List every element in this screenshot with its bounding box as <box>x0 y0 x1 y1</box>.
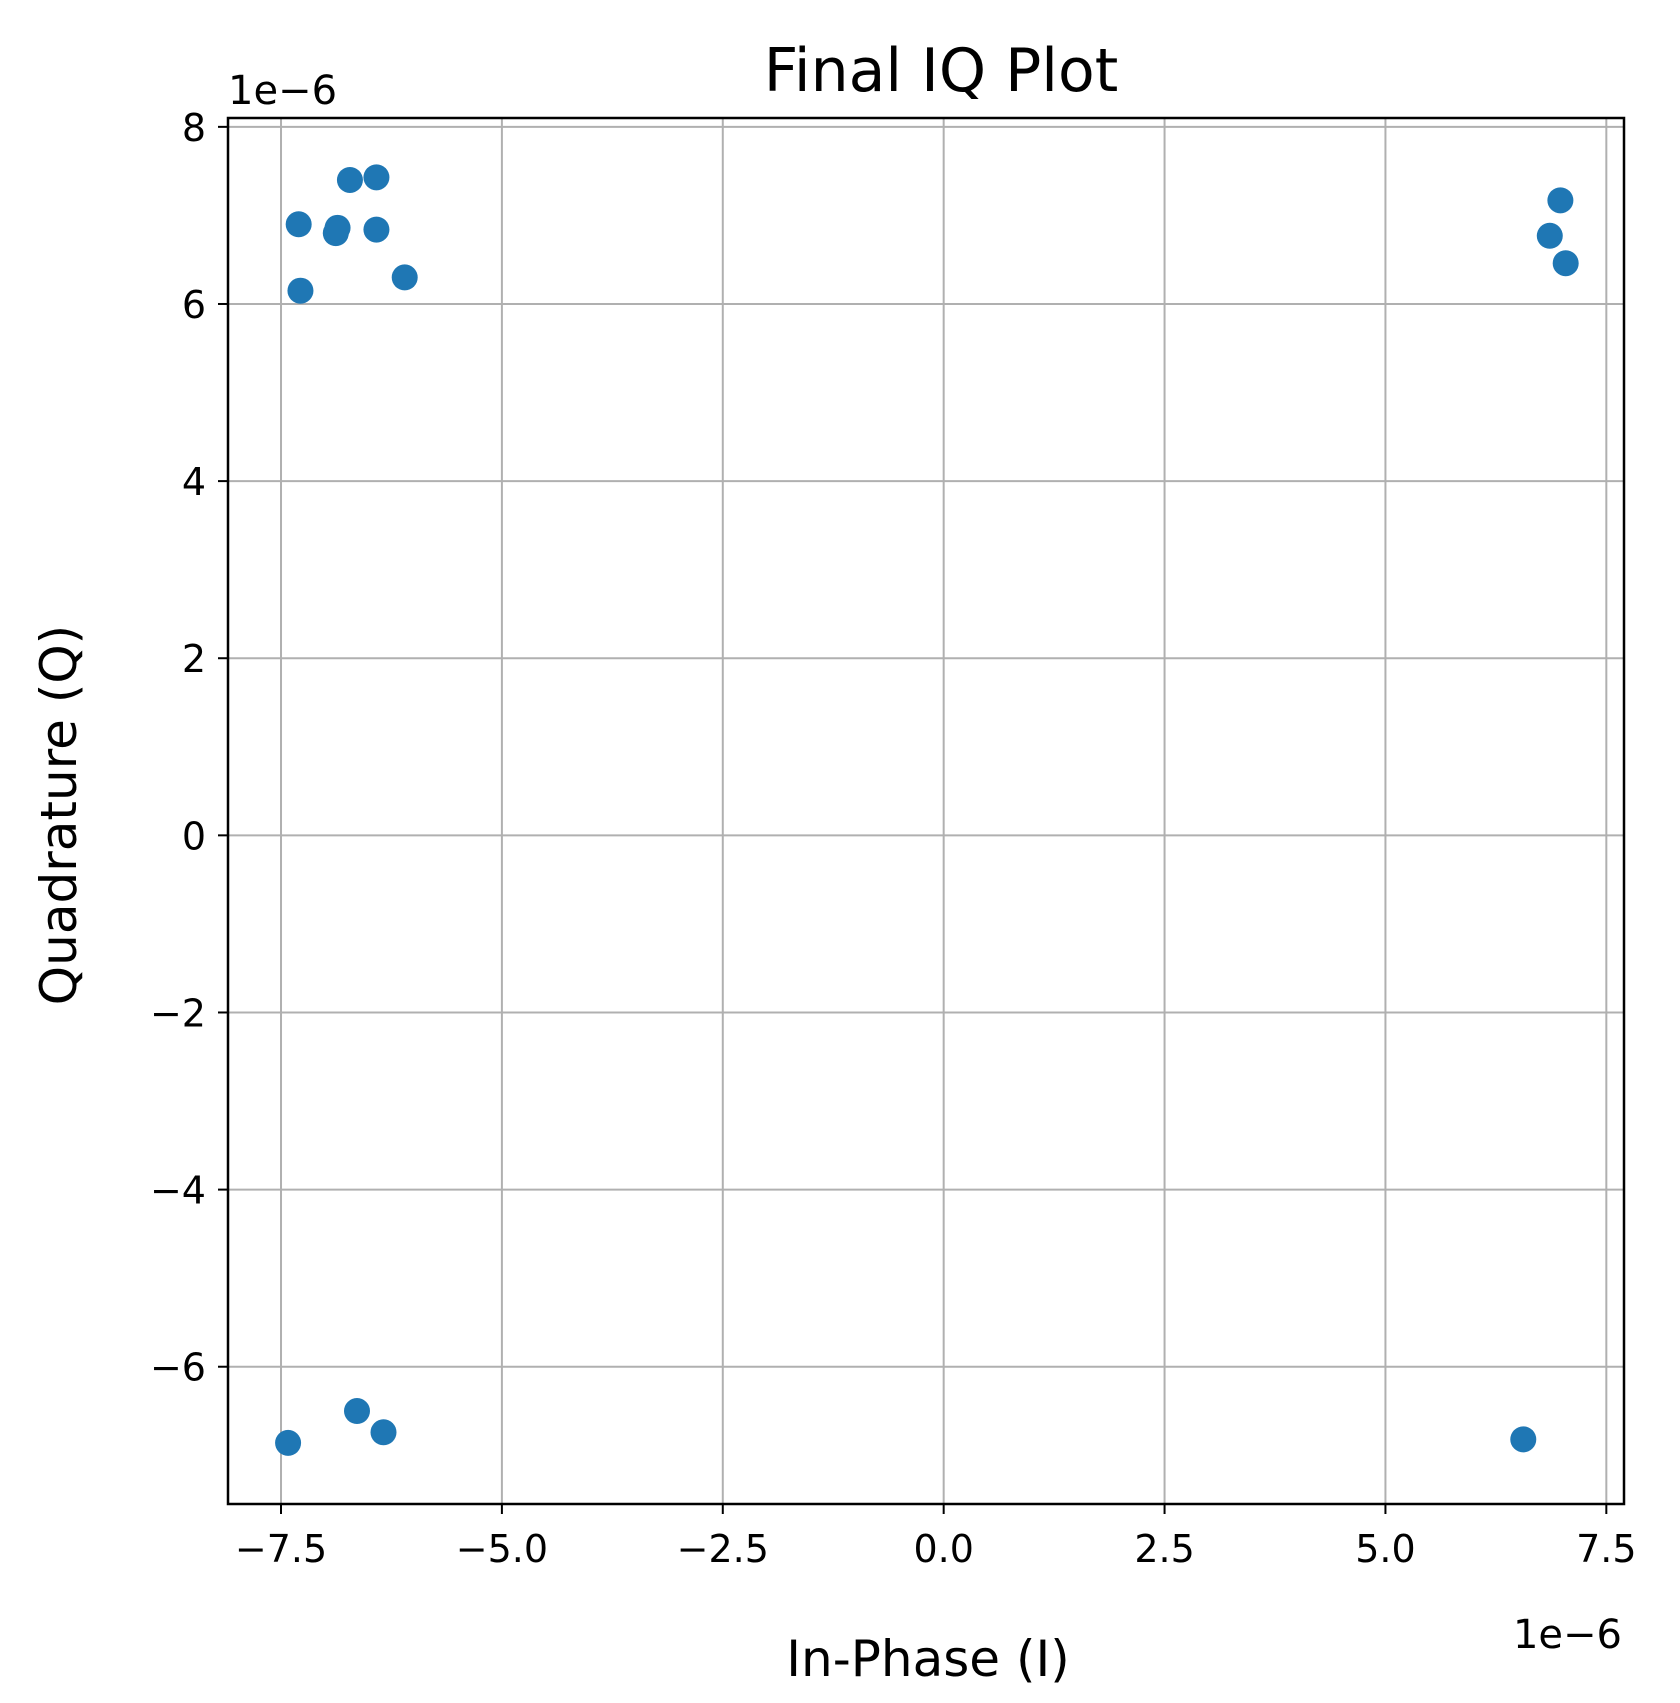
scatter-point <box>285 211 312 238</box>
scatter-point <box>363 164 390 191</box>
plot-frame <box>226 116 1626 1506</box>
scatter-point <box>324 214 351 241</box>
y-tick-label: 4 <box>182 460 206 504</box>
y-tick-label: 2 <box>182 637 206 681</box>
y-axis-label: Quadrature (Q) <box>30 625 88 1005</box>
y-tick-label: 8 <box>182 106 206 150</box>
axis-ticks: −7.5 −5.0 −2.5 0.0 2.5 5.0 7.5 −6 −4 −2 0 2 4 6 8 <box>150 106 1637 1571</box>
x-offset-label: 1e−6 <box>1513 1612 1622 1658</box>
y-tick-label: −6 <box>150 1346 206 1390</box>
scatter-point <box>1547 187 1574 214</box>
x-axis-label: In-Phase (I) <box>786 1630 1069 1688</box>
scatter-point <box>1536 222 1563 249</box>
x-tick-label: −5.0 <box>456 1527 548 1571</box>
scatter-point <box>1510 1426 1537 1453</box>
x-tick-label: 2.5 <box>1134 1527 1194 1571</box>
x-tick-label: 5.0 <box>1355 1527 1415 1571</box>
grid <box>228 118 1624 1504</box>
scatter-point <box>336 166 363 193</box>
scatter-point <box>1552 250 1579 277</box>
y-tick-label: 0 <box>182 814 206 858</box>
x-tick-label: 7.5 <box>1576 1527 1636 1571</box>
x-tick-label: −7.5 <box>235 1527 327 1571</box>
x-tick-label: 0.0 <box>913 1527 973 1571</box>
chart-title: Final IQ Plot <box>764 36 1118 106</box>
scatter-point <box>370 1419 397 1446</box>
scatter-point <box>343 1398 370 1425</box>
scatter-point <box>275 1429 302 1456</box>
y-tick-label: 6 <box>182 283 206 327</box>
scatter-point <box>391 264 418 291</box>
y-offset-label: 1e−6 <box>228 68 337 114</box>
scatter-point <box>287 277 314 304</box>
x-tick-label: −2.5 <box>677 1527 769 1571</box>
scatter-point <box>363 216 390 243</box>
y-tick-label: −4 <box>150 1169 206 1213</box>
scatter-points <box>275 164 1579 1456</box>
y-tick-label: −2 <box>150 991 206 1035</box>
